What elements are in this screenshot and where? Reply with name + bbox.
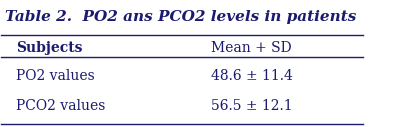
Text: Table 2.  PO2 ans PCO2 levels in patients: Table 2. PO2 ans PCO2 levels in patients (5, 10, 356, 24)
Text: 56.5 ± 12.1: 56.5 ± 12.1 (211, 99, 293, 113)
Text: Subjects: Subjects (16, 41, 82, 55)
Text: Mean + SD: Mean + SD (211, 41, 292, 55)
Text: 48.6 ± 11.4: 48.6 ± 11.4 (211, 69, 293, 83)
Text: PO2 values: PO2 values (16, 69, 95, 83)
Text: PCO2 values: PCO2 values (16, 99, 105, 113)
